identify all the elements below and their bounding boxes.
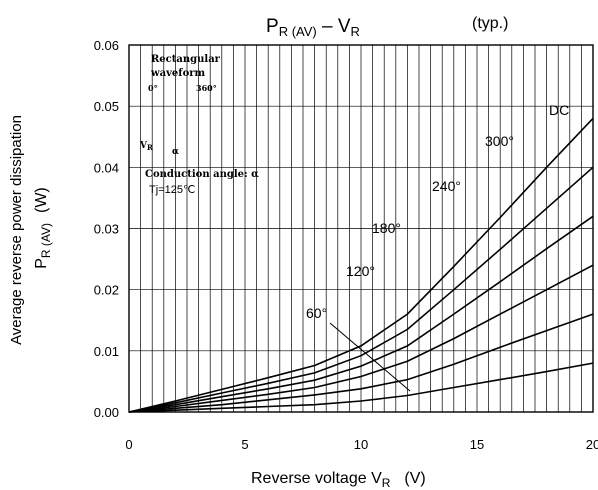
series-line-3 <box>128 264 594 413</box>
waveform-label-line2: waveform <box>150 68 206 79</box>
x-tick-label: 20 <box>586 437 598 452</box>
series-line-6 <box>128 117 594 413</box>
vr-symbol: VR <box>139 141 153 152</box>
waveform-annotation: Rectangular waveform 0° 360° VR α Conduc… <box>139 54 259 196</box>
chart-title: PR (AV) – VR <box>266 16 360 39</box>
x-tick-label: 0 <box>125 437 132 452</box>
y-tick-label: 0.01 <box>94 344 119 359</box>
tj-label: Tj=125℃ <box>149 184 195 196</box>
y-axis-label-line2: PR (AV)(W) <box>33 187 53 269</box>
x-tick-label: 15 <box>470 437 484 452</box>
y-tick-label: 0.03 <box>94 222 119 237</box>
y-tick-label: 0.02 <box>94 283 119 298</box>
y-tick-label: 0.06 <box>94 38 119 53</box>
series-label-120deg: 120° <box>346 263 375 279</box>
angle-360-label: 360° <box>196 83 217 93</box>
waveform-label-line1: Rectangular <box>151 54 221 65</box>
y-tick-label: 0.05 <box>94 99 119 114</box>
tick-labels: 0.00 0.01 0.02 0.03 0.04 0.05 0.06 0 5 10 15 20 <box>94 38 598 452</box>
series-line-2 <box>128 313 594 413</box>
series-label-180deg: 180° <box>372 220 401 236</box>
series-label-60deg: 60° <box>306 305 327 321</box>
conduction-angle-label: Conduction angle: α <box>145 169 259 180</box>
chart-title-note: (typ.) <box>472 15 508 32</box>
y-axis-label-line1: Average reverse power dissipation <box>8 115 25 345</box>
series-line-1 <box>128 362 594 413</box>
x-tick-label: 5 <box>241 437 248 452</box>
x-axis-label: Reverse voltage VR (V) <box>251 470 426 490</box>
series-label-300deg: 300° <box>485 133 514 149</box>
angle-0-label: 0° <box>148 83 158 93</box>
x-tick-label: 10 <box>354 437 368 452</box>
y-tick-label: 0.04 <box>94 160 119 175</box>
series-group: 60° 120° 180° 240° 300° DC <box>128 102 594 413</box>
series-label-dc: DC <box>549 102 569 118</box>
series-line-4 <box>128 215 594 413</box>
series-line-5 <box>128 166 594 413</box>
plot-frame <box>128 44 594 413</box>
y-tick-label: 0.00 <box>94 405 119 420</box>
series-label-240deg: 240° <box>432 178 461 194</box>
alpha-symbol: α <box>172 147 179 157</box>
label-60-leader-line <box>329 322 411 392</box>
